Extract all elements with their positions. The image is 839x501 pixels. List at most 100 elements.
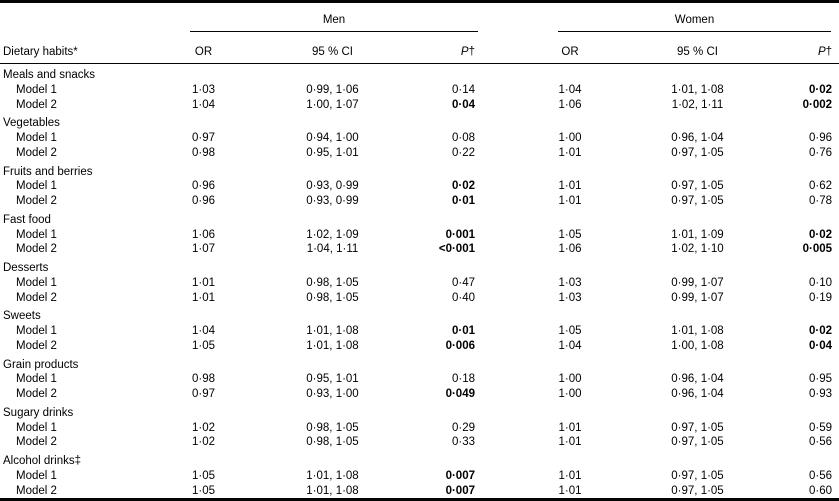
women-ci-value: 0·97, 1·05 <box>671 421 724 434</box>
category-row: Alcohol drinks‡ <box>0 450 839 469</box>
women-ci-value: 0·97, 1·05 <box>671 180 724 193</box>
men-p-value: 0·006 <box>445 339 475 352</box>
women-or-value: 1·03 <box>558 291 582 304</box>
gap-cell <box>478 32 520 64</box>
men-p-value: 0·001 <box>445 228 475 241</box>
women-or-value: 1·04 <box>558 339 582 352</box>
model-row: Model 2 0·97 0·93, 1·00 0·049 1·00 0·96, 1·04… <box>0 387 839 402</box>
men-or-value: 1·05 <box>191 469 216 482</box>
gap-cell <box>478 179 520 194</box>
model-label: Model 2 <box>16 98 57 111</box>
men-ci-value: 0·94, 1·00 <box>306 132 359 144</box>
men-p-value: 0·02 <box>451 180 475 193</box>
category-label: Alcohol drinks‡ <box>3 455 81 467</box>
gap-cell <box>478 435 520 450</box>
men-ci-value: 1·00, 1·07 <box>306 98 359 111</box>
men-p-value: 0·47 <box>451 276 475 289</box>
men-or-value: 1·06 <box>191 228 216 241</box>
table-body: Meals and snacks Model 1 1·03 0·99, 1·06 0·1… <box>0 64 839 500</box>
men-or-header: OR <box>152 32 255 64</box>
women-or-value: 1·00 <box>558 388 582 400</box>
women-or-value: 1·01 <box>558 180 582 193</box>
women-or-value: 1·06 <box>558 243 582 256</box>
men-ci-value: 1·01, 1·08 <box>306 339 359 352</box>
men-ci-value: 0·99, 1·06 <box>306 83 359 96</box>
men-or-value: 1·02 <box>191 436 216 449</box>
women-p-value: 0·005 <box>802 243 833 256</box>
men-or-value: 1·04 <box>191 98 216 111</box>
stub-header: Dietary habits* <box>0 1 152 64</box>
gap-cell <box>478 484 520 500</box>
table-header: Dietary habits* Men Women OR 95 % CI P† … <box>0 1 839 64</box>
men-ci-value: 0·93, 0·99 <box>306 180 359 193</box>
model-row: Model 2 1·07 1·04, 1·11 <0·001 1·06 1·02, 1·1… <box>0 242 839 257</box>
model-row: Model 1 1·06 1·02, 1·09 0·001 1·05 1·01, 1·09… <box>0 228 839 243</box>
women-p-value: 0·02 <box>808 325 833 337</box>
women-p-value: 0·56 <box>808 436 833 449</box>
model-label: Model 2 <box>16 243 57 256</box>
women-ci-value: 0·97, 1·05 <box>671 436 724 449</box>
women-p-value: 0·96 <box>808 132 833 144</box>
women-ci-value: 0·97, 1·05 <box>671 484 724 497</box>
model-label: Model 2 <box>16 388 57 400</box>
gap-cell <box>478 372 520 387</box>
men-p-value: 0·14 <box>451 83 475 96</box>
women-or-value: 1·06 <box>558 98 582 111</box>
model-label: Model 1 <box>16 469 57 482</box>
category-row: Meals and snacks <box>0 64 839 83</box>
women-p-value: 0·76 <box>808 146 833 159</box>
women-or-value: 1·00 <box>558 132 582 144</box>
model-row: Model 2 0·96 0·93, 0·99 0·01 1·01 0·97, 1·05 0… <box>0 194 839 209</box>
women-ci-value: 1·01, 1·09 <box>671 228 724 241</box>
category-row: Grain products <box>0 354 839 373</box>
women-or-header: OR <box>520 32 620 64</box>
gap-cell <box>478 339 520 354</box>
women-or-value: 1·05 <box>558 228 582 241</box>
gap-cell <box>478 131 520 146</box>
gap-cell <box>478 276 520 291</box>
women-ci-value: 0·97, 1·05 <box>671 146 724 159</box>
category-row: Vegetables <box>0 112 839 131</box>
model-label: Model 2 <box>16 195 57 207</box>
men-ci-value: 1·01, 1·08 <box>306 325 359 337</box>
model-label: Model 2 <box>16 436 57 449</box>
women-p-header: P† <box>775 32 839 64</box>
women-or-value: 1·03 <box>558 276 582 289</box>
model-row: Model 1 1·04 1·01, 1·08 0·01 1·05 1·01, 1·08 0… <box>0 324 839 339</box>
category-label: Vegetables <box>3 117 60 130</box>
group-gap-cell <box>478 2 520 33</box>
women-or-value: 1·01 <box>558 469 582 482</box>
category-row: Sweets <box>0 305 839 324</box>
category-label: Fruits and berries <box>3 165 93 178</box>
category-label: Meals and snacks <box>3 69 96 81</box>
women-ci-value: 1·00, 1·08 <box>671 339 724 352</box>
model-row: Model 1 0·97 0·94, 1·00 0·08 1·00 0·96, 1·04 0… <box>0 131 839 146</box>
model-row: Model 2 1·05 1·01, 1·08 0·006 1·04 1·00, 1·08… <box>0 339 839 354</box>
model-label: Model 2 <box>16 339 57 352</box>
dagger-symbol: † <box>825 46 833 58</box>
women-ci-value: 1·02, 1·11 <box>671 98 724 111</box>
men-ci-value: 0·93, 0·99 <box>306 195 359 207</box>
gap-cell <box>478 228 520 243</box>
gap-cell <box>478 387 520 402</box>
group-header-row: Dietary habits* Men Women <box>0 1 839 64</box>
women-ci-header: 95 % CI <box>620 32 775 64</box>
p-symbol: P <box>817 46 826 58</box>
women-ci-value: 0·97, 1·05 <box>671 195 724 207</box>
group-label-men: Men <box>322 14 346 26</box>
women-p-value: 0·59 <box>808 421 833 434</box>
model-row: Model 1 1·01 0·98, 1·05 0·47 1·03 0·99, 1·07 0… <box>0 276 839 291</box>
model-label: Model 1 <box>16 421 57 434</box>
dagger-symbol: † <box>468 46 475 58</box>
column-header-row: OR 95 % CI P† OR 95 % CI P† <box>0 32 839 64</box>
men-or-value: 1·01 <box>191 276 216 289</box>
men-or-value: 0·96 <box>191 180 216 193</box>
women-ci-value: 0·97, 1·05 <box>671 469 724 482</box>
men-p-value: <0·001 <box>438 243 475 256</box>
men-p-value: 0·08 <box>451 132 475 144</box>
model-label: Model 2 <box>16 291 57 304</box>
men-p-value: 0·007 <box>445 469 475 482</box>
p-symbol: P <box>460 46 469 58</box>
women-p-value: 0·78 <box>808 195 833 207</box>
